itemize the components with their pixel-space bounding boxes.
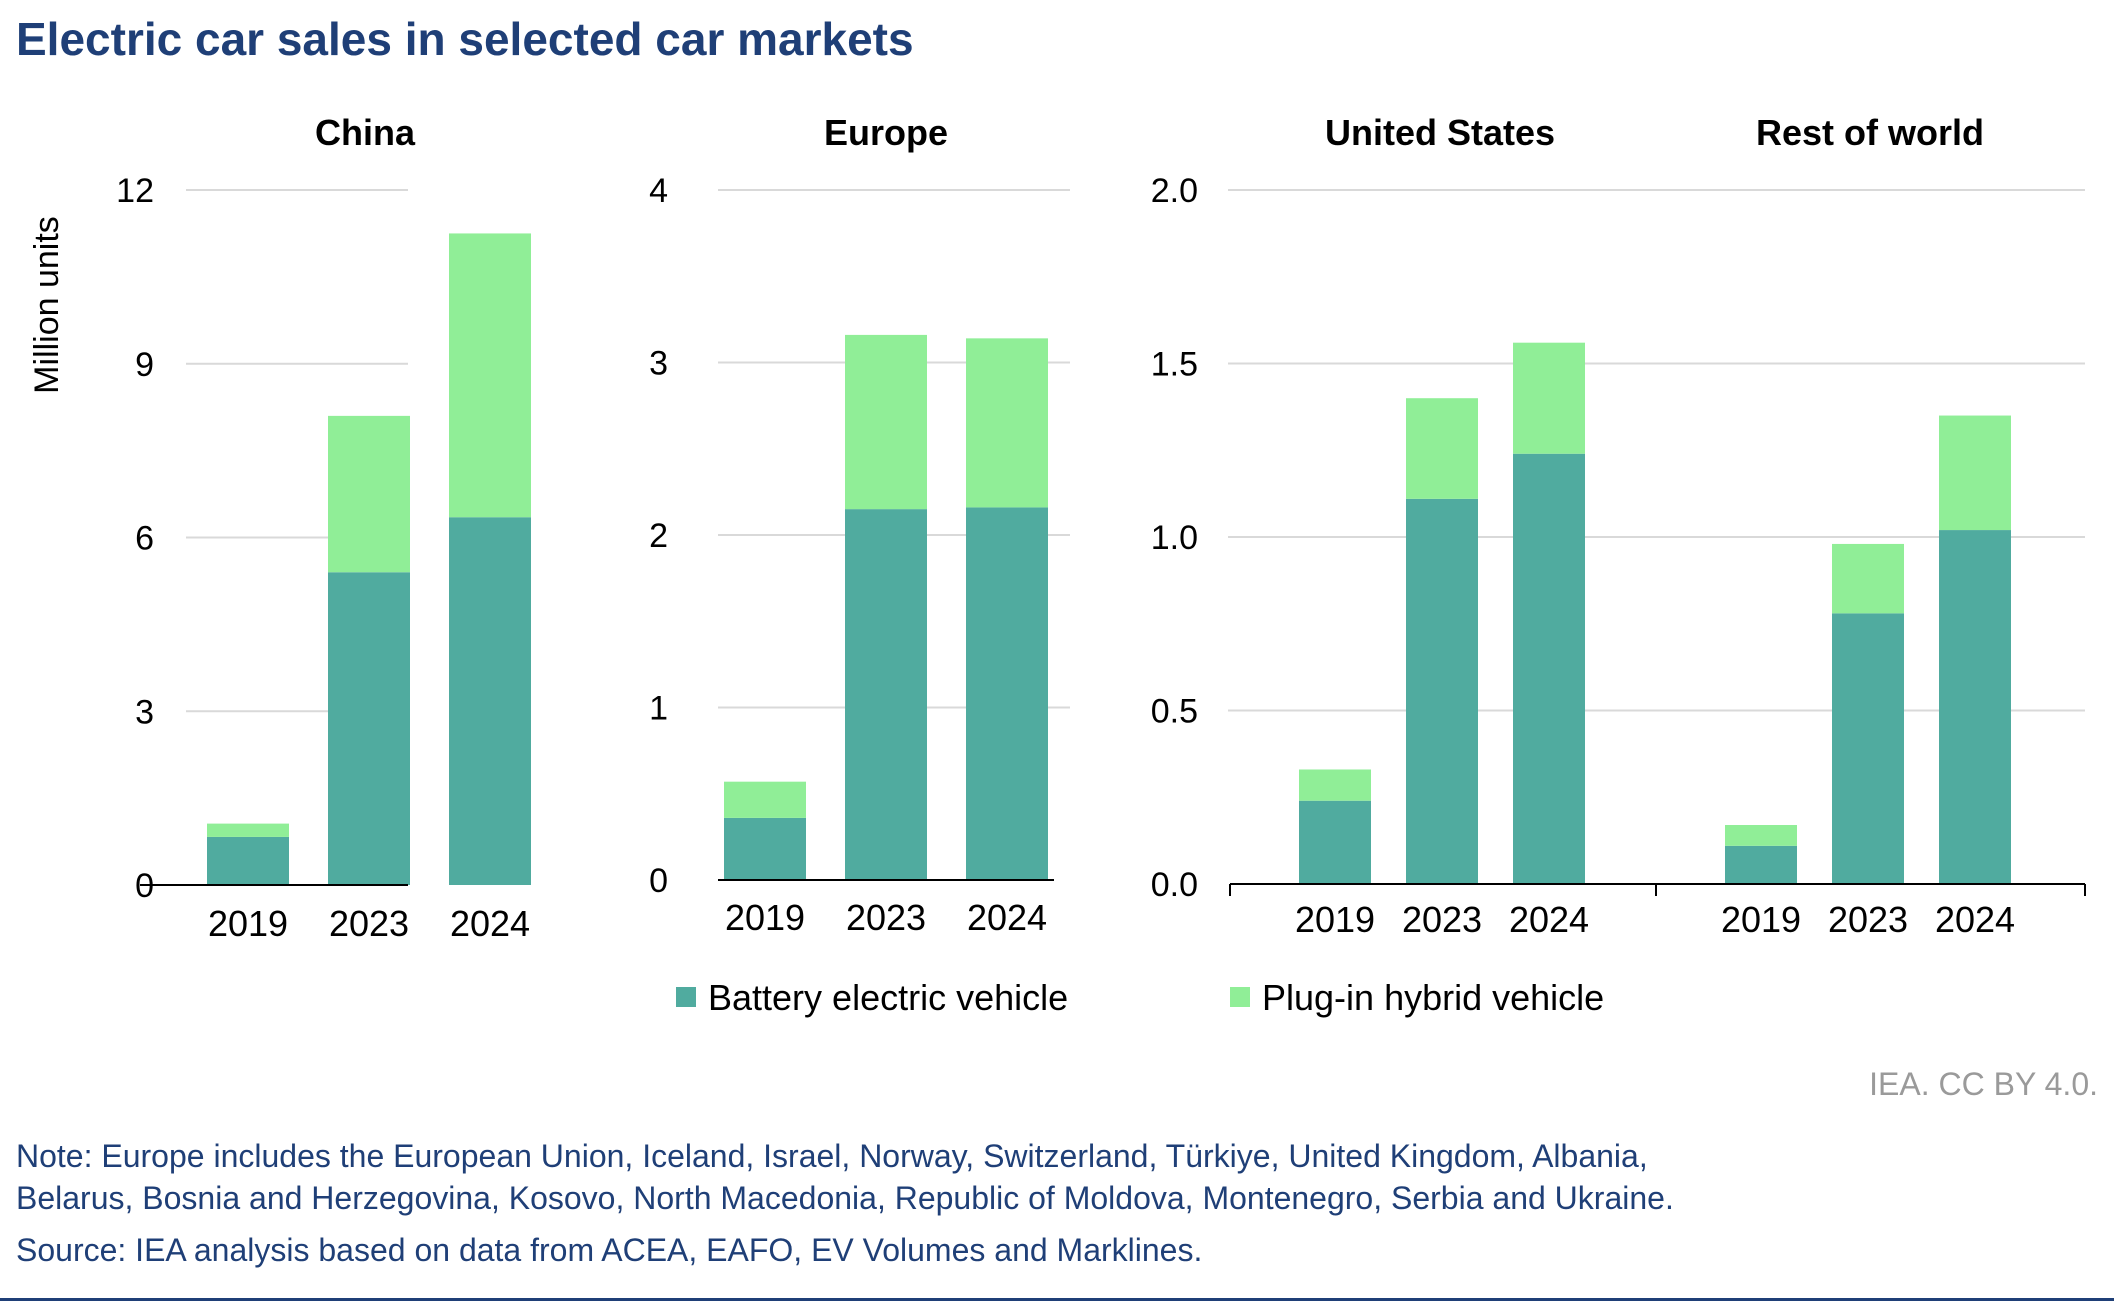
bar-phev [1406,398,1478,499]
y-tick-label: 9 [135,346,154,384]
x-tick-label: 2019 [1295,899,1375,940]
source-line: Source: IEA analysis based on data from … [16,1232,1203,1268]
x-tick-label: 2024 [450,903,530,944]
page-title: Electric car sales in selected car marke… [16,13,914,65]
bar-bev [1832,613,1904,884]
bar-phev [1299,769,1371,801]
bar-bev [845,509,927,880]
x-tick-label: 2024 [967,897,1047,938]
bar-bev [449,517,531,885]
bar-phev [449,233,531,518]
legend-swatch-bev [676,987,696,1007]
bottom-divider [0,1298,2114,1301]
bar-bev [328,572,410,885]
x-tick-label: 2024 [1509,899,1589,940]
y-axis-title: Million units [28,216,66,394]
x-tick-label: 2023 [329,903,409,944]
legend-label-bev: Battery electric vehicle [708,977,1068,1018]
note-line-1: Note: Europe includes the European Union… [16,1138,1648,1174]
y-tick-label: 2.0 [1151,172,1198,210]
bar-bev [1939,530,2011,884]
y-tick-label: 4 [649,172,668,210]
panel-title: China [315,112,416,153]
panel-title: Rest of world [1756,112,1984,153]
x-tick-label: 2019 [208,903,288,944]
y-tick-label: 3 [135,693,154,731]
bar-bev [724,817,806,880]
bar-phev [1725,825,1797,846]
y-tick-label: 6 [135,520,154,558]
bar-bev [1406,498,1478,884]
bar-phev [1939,415,2011,531]
y-tick-label: 0.5 [1151,693,1198,731]
bar-bev [1299,800,1371,884]
panel-title: United States [1325,112,1555,153]
bar-bev [207,836,289,885]
panel-title: Europe [824,112,948,153]
x-tick-label: 2023 [846,897,926,938]
y-tick-label: 1 [649,690,668,728]
x-tick-label: 2023 [1828,899,1908,940]
bar-bev [1725,845,1797,884]
legend-swatch-phev [1230,987,1250,1007]
credit-label: IEA. CC BY 4.0. [1869,1066,2098,1102]
bar-bev [966,507,1048,880]
y-tick-label: 3 [649,345,668,383]
bar-phev [328,415,410,573]
x-tick-label: 2023 [1402,899,1482,940]
bar-phev [1513,342,1585,454]
y-tick-label: 0 [649,862,668,900]
y-tick-label: 2 [649,517,668,555]
y-tick-label: 1.0 [1151,519,1198,557]
y-tick-label: 1.5 [1151,346,1198,384]
bar-phev [845,334,927,510]
x-tick-label: 2019 [1721,899,1801,940]
bar-bev [1513,453,1585,884]
y-tick-label: 12 [116,172,154,210]
legend-label-phev: Plug-in hybrid vehicle [1262,977,1604,1018]
note-line-2: Belarus, Bosnia and Herzegovina, Kosovo,… [16,1180,1674,1216]
y-tick-label: 0.0 [1151,866,1198,904]
bar-phev [207,823,289,837]
bar-phev [724,781,806,818]
bar-phev [1832,543,1904,614]
bar-phev [966,338,1048,508]
x-tick-label: 2024 [1935,899,2015,940]
x-tick-label: 2019 [725,897,805,938]
